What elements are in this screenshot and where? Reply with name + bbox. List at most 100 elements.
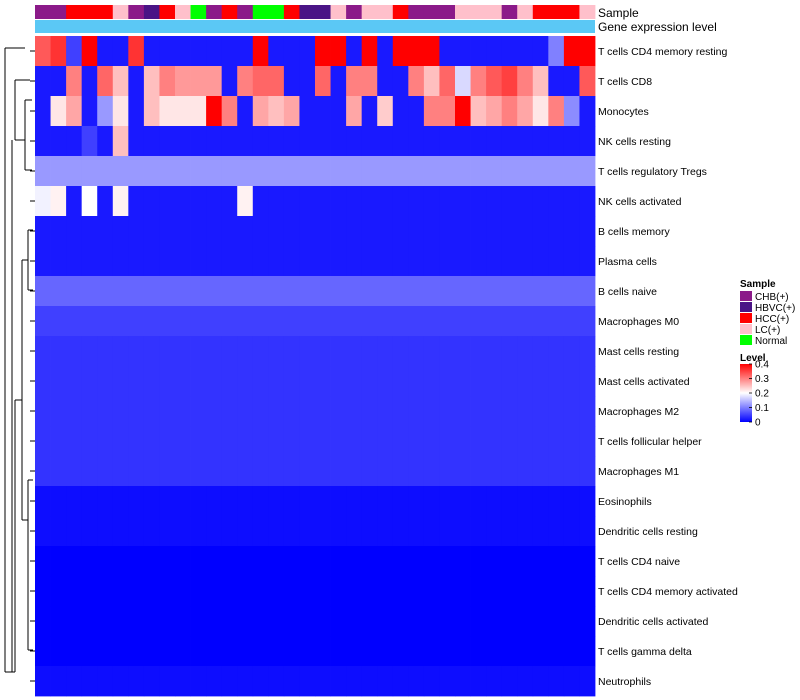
- heatmap-cell: [563, 276, 580, 307]
- row-label: Macrophages M2: [598, 406, 679, 418]
- row-labels: T cells CD4 memory resting T cells CD8 Mon…: [598, 46, 738, 688]
- heatmap-cell: [112, 66, 129, 97]
- heatmap-cell: [206, 336, 223, 367]
- heatmap-cell: [175, 186, 191, 217]
- heatmap-cell: [361, 456, 378, 487]
- sample-annotation-cell: [128, 5, 145, 19]
- heatmap-cell: [143, 396, 160, 427]
- heatmap-cell: [486, 276, 503, 307]
- heatmap-cell: [268, 426, 285, 457]
- heatmap-cell: [455, 186, 471, 217]
- heatmap-cell: [206, 306, 223, 337]
- heatmap-cell: [392, 666, 409, 697]
- heatmap-cell: [112, 306, 129, 337]
- level-legend-title: Level: [740, 353, 766, 364]
- heatmap-cell: [532, 606, 549, 637]
- heatmap-cell: [97, 666, 114, 697]
- heatmap-cell: [81, 456, 98, 487]
- heatmap-cell: [392, 36, 409, 67]
- heatmap-cell: [97, 96, 114, 127]
- heatmap-cell: [175, 126, 191, 157]
- heatmap-cell: [486, 156, 503, 187]
- heatmap-cell: [50, 636, 67, 667]
- heatmap-cell: [283, 36, 300, 67]
- heatmap-cell: [392, 546, 409, 577]
- heatmap-cell: [423, 276, 440, 307]
- heatmap-cell: [486, 576, 503, 607]
- heatmap-cell: [346, 246, 363, 277]
- heatmap-cell: [408, 456, 425, 487]
- heatmap-cell: [455, 456, 471, 487]
- heatmap-cell: [377, 246, 394, 277]
- heatmap-cell: [377, 426, 394, 457]
- heatmap-cell: [252, 396, 269, 427]
- heatmap-cell: [237, 276, 254, 307]
- heatmap-cell: [81, 186, 98, 217]
- heatmap-cell: [66, 96, 83, 127]
- heatmap-cell: [299, 96, 316, 127]
- heatmap-cell: [252, 366, 269, 397]
- heatmap-cell: [66, 486, 83, 517]
- heatmap-cell: [299, 126, 316, 157]
- sample-track-label: Sample: [598, 6, 639, 20]
- heatmap-cell: [548, 366, 565, 397]
- heatmap-cell: [66, 396, 83, 427]
- heatmap-cell: [439, 216, 456, 247]
- sample-annotation-cell: [486, 5, 503, 19]
- heatmap-cell: [81, 426, 98, 457]
- heatmap-cell: [423, 576, 440, 607]
- heatmap-cell: [299, 66, 316, 97]
- sample-legend: Sample CHB(+)HBVC(+)HCC(+)LC(+)Normal: [740, 279, 795, 347]
- heatmap-cell: [330, 36, 347, 67]
- heatmap-cell: [175, 396, 191, 427]
- heatmap-cell: [517, 576, 534, 607]
- heatmap-cell: [112, 546, 129, 577]
- heatmap-cell: [268, 486, 285, 517]
- heatmap-cell: [221, 606, 238, 637]
- sample-annotation-cell: [501, 5, 518, 19]
- heatmap-cell: [128, 66, 145, 97]
- level-legend-label: 0.1: [755, 403, 769, 414]
- heatmap-cell: [299, 486, 316, 517]
- heatmap-cell: [299, 216, 316, 247]
- heatmap-cell: [532, 396, 549, 427]
- heatmap-cell: [330, 156, 347, 187]
- heatmap-cell: [470, 216, 487, 247]
- heatmap-cell: [501, 636, 518, 667]
- heatmap-cell: [470, 276, 487, 307]
- heatmap-cell: [190, 126, 207, 157]
- heatmap-cell: [268, 516, 285, 547]
- heatmap-cell: [221, 96, 238, 127]
- row-label: Monocytes: [598, 106, 649, 118]
- heatmap-cell: [81, 156, 98, 187]
- heatmap-cell: [252, 546, 269, 577]
- heatmap-cell: [50, 156, 67, 187]
- heatmap-cell: [66, 426, 83, 457]
- heatmap-cell: [439, 66, 456, 97]
- heatmap-cell: [579, 426, 596, 457]
- heatmap-cell: [408, 636, 425, 667]
- heatmap-cell: [128, 546, 145, 577]
- heatmap-cell: [283, 486, 300, 517]
- heatmap-cell: [377, 186, 394, 217]
- sample-legend-label: LC(+): [755, 325, 780, 336]
- heatmap-cell: [330, 66, 347, 97]
- heatmap-cell: [112, 186, 129, 217]
- heatmap-cell: [66, 456, 83, 487]
- sample-annotation-cell: [175, 5, 191, 19]
- heatmap-cell: [532, 426, 549, 457]
- sample-annotation-cell: [35, 5, 51, 19]
- heatmap-cell: [532, 96, 549, 127]
- heatmap-cell: [190, 66, 207, 97]
- heatmap-cell: [237, 576, 254, 607]
- heatmap-cell: [563, 246, 580, 277]
- gene-expression-level-track: [35, 20, 595, 33]
- heatmap-cell: [97, 156, 114, 187]
- heatmap-cell: [283, 516, 300, 547]
- heatmap-cell: [159, 606, 176, 637]
- heatmap-cell: [548, 486, 565, 517]
- heatmap-cell: [377, 576, 394, 607]
- heatmap-cell: [66, 306, 83, 337]
- heatmap-cell: [423, 516, 440, 547]
- heatmap-cell: [423, 396, 440, 427]
